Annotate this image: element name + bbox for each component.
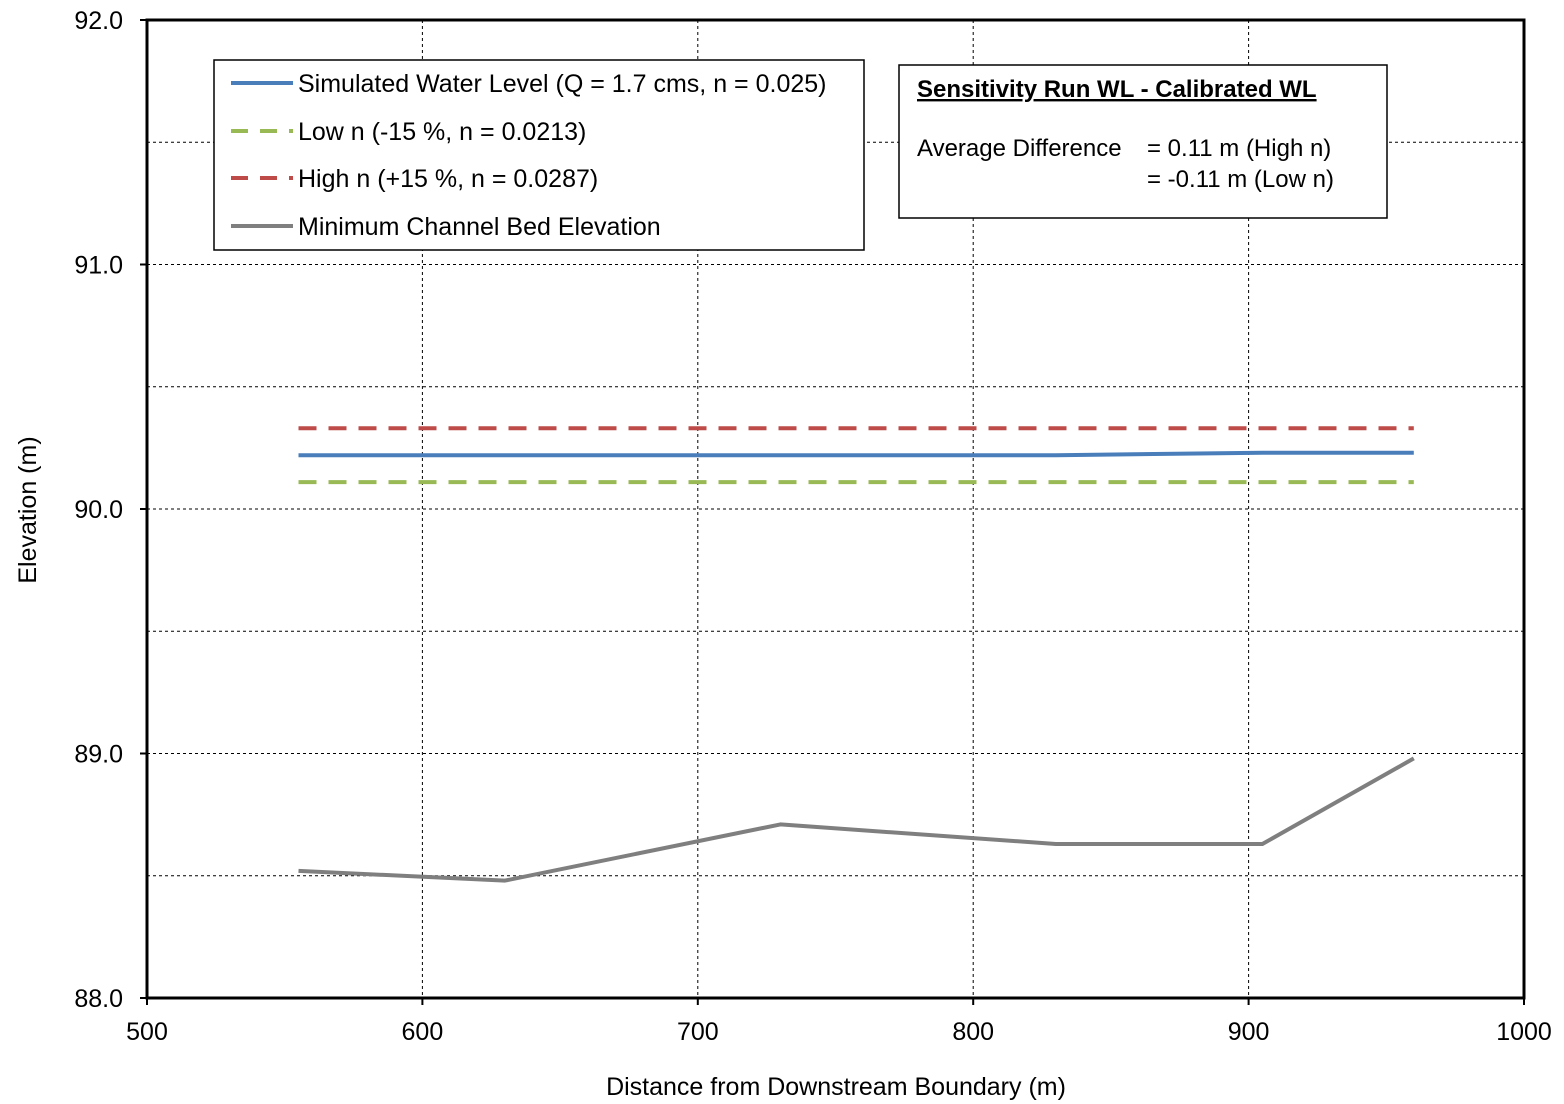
y-axis-title: Elevation (m) [14,436,42,583]
legend-item-low-n: Low n (-15 %, n = 0.0213) [231,118,586,146]
x-tick-label: 700 [677,1018,719,1046]
legend-item-simulated-water-level: Simulated Water Level (Q = 1.7 cms, n = … [231,70,826,98]
x-tick-label: 600 [402,1018,444,1046]
annotation-line-2: = -0.11 m (Low n) [1147,166,1334,193]
legend-label: Low n (-15 %, n = 0.0213) [298,118,586,146]
series-layer [298,426,1415,883]
y-tick-label: 89.0 [74,741,123,769]
legend-label: Simulated Water Level (Q = 1.7 cms, n = … [298,70,826,98]
legend: Simulated Water Level (Q = 1.7 cms, n = … [213,59,865,251]
y-axis-ticks: 88.0 89.0 90.0 91.0 92.0 [74,7,147,1013]
y-tick-label: 90.0 [74,496,123,524]
annotation-line-1: = 0.11 m (High n) [1147,135,1331,162]
legend-label: Minimum Channel Bed Elevation [298,213,661,241]
x-tick-label: 800 [952,1018,994,1046]
y-tick-label: 92.0 [74,7,123,35]
y-tick-label: 88.0 [74,985,123,1013]
legend-box [213,59,865,251]
annotation-frame [898,64,1388,219]
annotation-box: Sensitivity Run WL - Calibrated WL Avera… [898,64,1388,219]
annotation-label: Average Difference [917,135,1122,162]
x-axis-ticks: 500 600 700 800 900 1000 [126,998,1552,1046]
legend-label: High n (+15 %, n = 0.0287) [298,165,598,193]
x-tick-label: 900 [1228,1018,1270,1046]
annotation-title: Sensitivity Run WL - Calibrated WL [917,76,1317,103]
y-tick-label: 91.0 [74,252,123,280]
x-tick-label: 1000 [1496,1018,1552,1046]
legend-item-channel-bed: Minimum Channel Bed Elevation [231,213,661,241]
x-axis-title: Distance from Downstream Boundary (m) [606,1073,1066,1101]
channel-bed-line [298,756,1415,883]
x-tick-label: 500 [126,1018,168,1046]
simulated-water-level-line [298,450,1414,458]
legend-item-high-n: High n (+15 %, n = 0.0287) [231,165,598,193]
